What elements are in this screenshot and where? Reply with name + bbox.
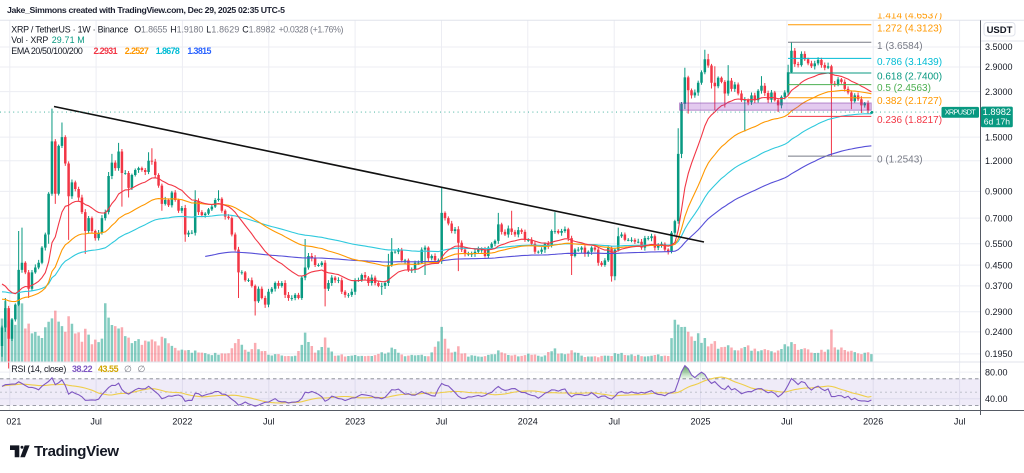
svg-text:Jul: Jul bbox=[608, 417, 620, 427]
svg-text:1.414 (4.6537): 1.414 (4.6537) bbox=[877, 11, 942, 22]
svg-text:+0.0328 (+1.76%): +0.0328 (+1.76%) bbox=[279, 25, 344, 35]
svg-text:2.2931: 2.2931 bbox=[94, 46, 118, 56]
svg-text:1.3815: 1.3815 bbox=[187, 46, 211, 56]
svg-text:RSI (14, close): RSI (14, close) bbox=[11, 364, 66, 374]
svg-text:80.00: 80.00 bbox=[985, 368, 1008, 378]
svg-text:2022: 2022 bbox=[172, 417, 192, 427]
svg-text:0 (1.2543): 0 (1.2543) bbox=[877, 155, 923, 166]
svg-text:43.55: 43.55 bbox=[98, 364, 119, 374]
svg-text:6d 17h: 6d 17h bbox=[984, 117, 1011, 127]
svg-text:1.8982: 1.8982 bbox=[983, 107, 1011, 117]
svg-text:1 (3.6584): 1 (3.6584) bbox=[877, 41, 923, 52]
svg-text:H1.9180: H1.9180 bbox=[170, 25, 203, 35]
svg-text:0.618 (2.7400): 0.618 (2.7400) bbox=[877, 72, 942, 83]
svg-text:2.3000: 2.3000 bbox=[985, 87, 1013, 97]
svg-text:2.2527: 2.2527 bbox=[125, 46, 149, 56]
svg-text:0.786 (3.1439): 0.786 (3.1439) bbox=[877, 57, 942, 68]
svg-text:1.5000: 1.5000 bbox=[985, 132, 1013, 142]
svg-text:38.22: 38.22 bbox=[72, 364, 93, 374]
svg-text:2023: 2023 bbox=[345, 417, 365, 427]
svg-text:2025: 2025 bbox=[690, 417, 710, 427]
svg-text:Jul: Jul bbox=[781, 417, 793, 427]
svg-text:XRPUSDT: XRPUSDT bbox=[945, 108, 976, 117]
svg-text:0.4500: 0.4500 bbox=[985, 260, 1013, 270]
svg-text:0.2900: 0.2900 bbox=[985, 307, 1013, 317]
svg-text:0.382 (2.1727): 0.382 (2.1727) bbox=[877, 96, 942, 107]
svg-text:∅: ∅ bbox=[138, 364, 146, 374]
svg-text:1.272 (4.3123): 1.272 (4.3123) bbox=[877, 23, 942, 34]
svg-text:Jul: Jul bbox=[90, 417, 102, 427]
svg-text:1.8678: 1.8678 bbox=[156, 46, 180, 56]
svg-text:29.71 M: 29.71 M bbox=[52, 35, 85, 45]
svg-text:2024: 2024 bbox=[518, 417, 538, 427]
svg-text:Jul: Jul bbox=[436, 417, 448, 427]
svg-text:0.236 (1.8217): 0.236 (1.8217) bbox=[877, 115, 942, 126]
svg-text:USDT: USDT bbox=[987, 25, 1013, 36]
svg-text:3.5000: 3.5000 bbox=[985, 42, 1013, 52]
svg-text:EMA 20/50/100/200: EMA 20/50/100/200 bbox=[11, 46, 83, 56]
svg-text:Jake_Simmons created with Trad: Jake_Simmons created with TradingView.co… bbox=[7, 5, 285, 15]
svg-text:0.5500: 0.5500 bbox=[985, 239, 1013, 249]
svg-text:Vol · XRP: Vol · XRP bbox=[11, 35, 48, 45]
svg-text:TradingView: TradingView bbox=[34, 443, 119, 460]
svg-text:∅: ∅ bbox=[124, 364, 132, 374]
svg-text:1.2000: 1.2000 bbox=[985, 156, 1013, 166]
svg-text:0.9000: 0.9000 bbox=[985, 187, 1013, 197]
svg-text:Jul: Jul bbox=[263, 417, 275, 427]
svg-text:2026: 2026 bbox=[863, 417, 883, 427]
svg-text:C1.8982: C1.8982 bbox=[242, 25, 275, 35]
svg-text:021: 021 bbox=[6, 417, 21, 427]
svg-text:0.1950: 0.1950 bbox=[985, 349, 1013, 359]
svg-text:0.3700: 0.3700 bbox=[985, 281, 1013, 291]
svg-text:2.9000: 2.9000 bbox=[985, 62, 1013, 72]
svg-text:O1.8655: O1.8655 bbox=[134, 25, 167, 35]
svg-text:0.7000: 0.7000 bbox=[985, 213, 1013, 223]
svg-text:Jul: Jul bbox=[954, 417, 966, 427]
svg-text:40.00: 40.00 bbox=[985, 394, 1008, 404]
svg-text:0.2400: 0.2400 bbox=[985, 327, 1013, 337]
svg-text:XRP / TetherUS · 1W · Binance: XRP / TetherUS · 1W · Binance bbox=[11, 25, 128, 35]
svg-text:0.5 (2.4563): 0.5 (2.4563) bbox=[877, 83, 931, 94]
svg-text:L1.8629: L1.8629 bbox=[206, 25, 239, 35]
